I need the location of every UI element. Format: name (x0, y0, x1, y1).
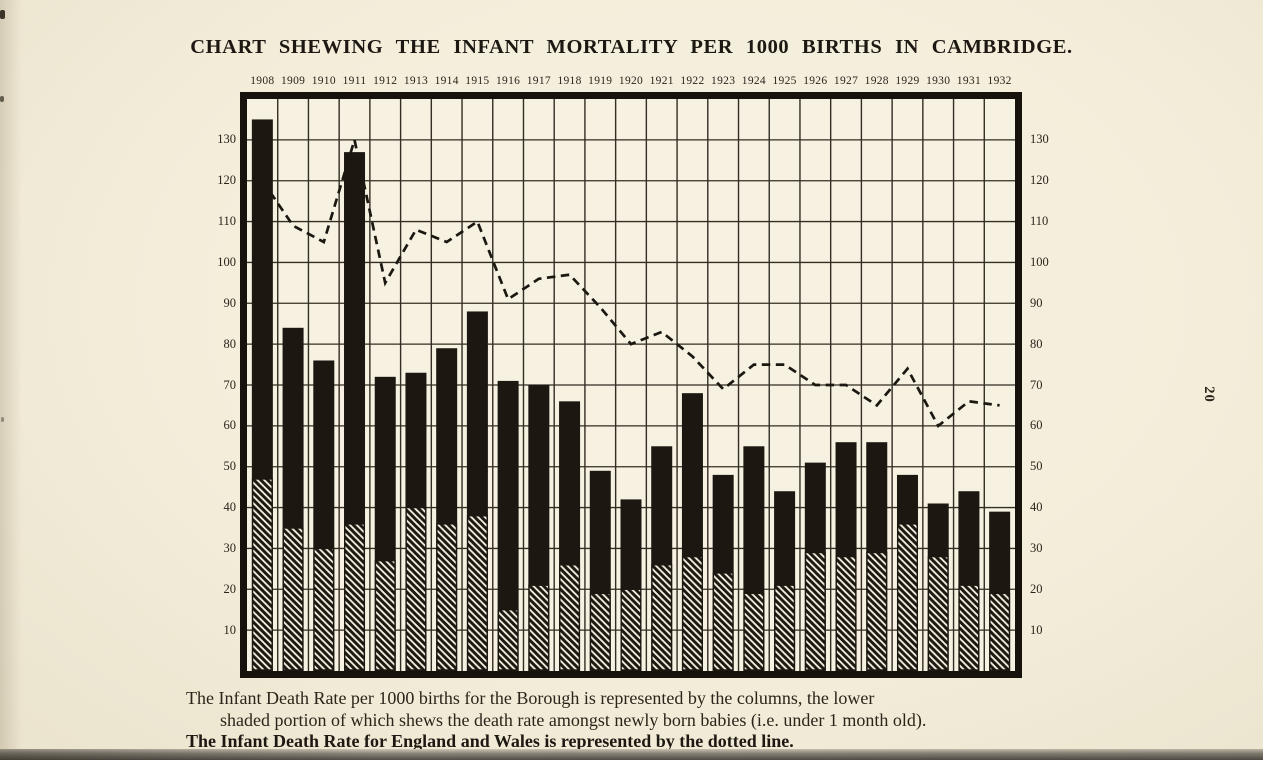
year-label-1929: 1929 (895, 75, 920, 87)
ytick-left-130: 130 (217, 132, 236, 147)
chart-frame (240, 92, 1022, 678)
hatch-bar-1930 (927, 555, 949, 671)
year-label-1914: 1914 (434, 75, 459, 87)
ytick-right-100: 100 (1030, 254, 1049, 269)
chart-caption: The Infant Death Rate per 1000 births fo… (186, 688, 1086, 753)
year-label-1923: 1923 (711, 75, 736, 87)
ytick-left-30: 30 (223, 540, 237, 555)
ytick-right-130: 130 (1030, 132, 1049, 147)
page-edge-band (0, 749, 1263, 760)
year-label-1908: 1908 (250, 75, 275, 87)
england-wales-dotted-line (261, 139, 1000, 428)
ytick-right-70: 70 (1030, 377, 1043, 392)
year-label-1925: 1925 (772, 75, 797, 87)
hatch-bar-1921 (651, 564, 673, 671)
year-label-1911: 1911 (342, 75, 367, 87)
page-gutter-shadow (0, 0, 22, 760)
hatch-bar-1919 (589, 592, 611, 671)
year-label-1927: 1927 (833, 75, 859, 87)
hatch-bar-1932 (989, 592, 1011, 671)
ytick-right-60: 60 (1030, 418, 1043, 433)
y-axis-right-labels: 10 20 30 40 50 60 70 80 90 100 110 120 130 (1030, 99, 1066, 671)
hatch-bar-1923 (712, 572, 734, 671)
hatch-bar-1926 (804, 551, 826, 671)
ytick-right-20: 20 (1030, 581, 1043, 596)
year-label-1931: 1931 (956, 75, 981, 87)
ytick-left-90: 90 (223, 295, 237, 310)
ytick-left-110: 110 (217, 214, 236, 229)
ytick-left-100: 100 (217, 254, 236, 269)
year-label-1928: 1928 (864, 75, 889, 87)
hatch-bar-1924 (743, 592, 765, 671)
ytick-left-60: 60 (223, 418, 237, 433)
hatch-bar-1914 (436, 523, 458, 671)
ytick-right-50: 50 (1030, 459, 1043, 474)
ytick-left-50: 50 (223, 459, 237, 474)
ytick-left-70: 70 (223, 377, 237, 392)
hatch-bar-1922 (681, 555, 703, 671)
hatch-bar-1916 (497, 609, 519, 671)
year-label-1918: 1918 (557, 75, 582, 87)
infant-mortality-chart (247, 99, 1015, 671)
ytick-left-10: 10 (223, 622, 237, 637)
borough-columns (251, 119, 1011, 671)
ytick-left-40: 40 (223, 500, 237, 515)
ytick-right-80: 80 (1030, 336, 1043, 351)
hatch-bar-1912 (374, 559, 396, 671)
year-label-1917: 1917 (526, 75, 551, 87)
hatch-bar-1931 (958, 584, 980, 671)
year-label-1915: 1915 (465, 75, 490, 87)
caption-line-2: shaded portion of which shews the death … (220, 709, 927, 730)
margin-ink-mark (0, 10, 5, 19)
caption-line-3: The Infant Death Rate for England and Wa… (186, 731, 794, 751)
margin-ink-mark (1, 417, 4, 422)
hatch-bar-1927 (835, 555, 857, 671)
hatch-bar-1928 (866, 551, 888, 671)
margin-ink-mark (0, 96, 4, 102)
year-label-1922: 1922 (680, 75, 705, 87)
year-label-1919: 1919 (588, 75, 613, 87)
year-label-1916: 1916 (496, 75, 521, 87)
hatch-bar-1925 (774, 584, 796, 671)
year-label-1921: 1921 (649, 75, 674, 87)
hatch-bar-1920 (620, 588, 642, 671)
hatch-bar-1929 (896, 523, 918, 671)
year-label-1932: 1932 (987, 75, 1012, 87)
ytick-left-20: 20 (223, 581, 237, 596)
year-label-1913: 1913 (403, 75, 429, 87)
hatch-bar-1911 (344, 523, 366, 671)
caption-line-1: The Infant Death Rate per 1000 births fo… (186, 688, 875, 708)
ytick-right-40: 40 (1030, 500, 1043, 515)
x-axis-year-labels: 1908 1909 1910 1911 1912 1913 1914 1915 1916 1917… (247, 75, 1015, 89)
ytick-right-30: 30 (1030, 540, 1043, 555)
year-label-1924: 1924 (741, 75, 766, 87)
year-label-1909: 1909 (280, 75, 306, 87)
bar-1916 (497, 380, 519, 671)
year-label-1920: 1920 (618, 75, 644, 87)
hatch-bar-1908 (251, 478, 273, 671)
ytick-left-120: 120 (217, 173, 236, 188)
ytick-right-120: 120 (1030, 173, 1049, 188)
year-label-1910: 1910 (311, 75, 336, 87)
chart-title: CHART SHEWING THE INFANT MORTALITY PER 1… (190, 36, 1073, 58)
hatch-bar-1910 (313, 547, 335, 671)
year-label-1930: 1930 (926, 75, 951, 87)
ytick-right-110: 110 (1030, 214, 1049, 229)
ytick-right-10: 10 (1030, 622, 1043, 637)
hatch-bar-1918 (559, 564, 581, 671)
ytick-left-80: 80 (223, 336, 237, 351)
hatch-bar-1909 (282, 527, 304, 671)
hatch-bar-1917 (528, 584, 550, 671)
hatch-bar-1913 (405, 506, 427, 671)
ytick-right-90: 90 (1030, 295, 1043, 310)
page-number: 20 (1200, 386, 1217, 403)
year-label-1926: 1926 (803, 75, 828, 87)
y-axis-left-labels: 10 20 30 40 50 60 70 80 90 100 110 120 130 (200, 99, 236, 671)
hatch-bar-1915 (466, 515, 488, 671)
year-label-1912: 1912 (373, 75, 398, 87)
